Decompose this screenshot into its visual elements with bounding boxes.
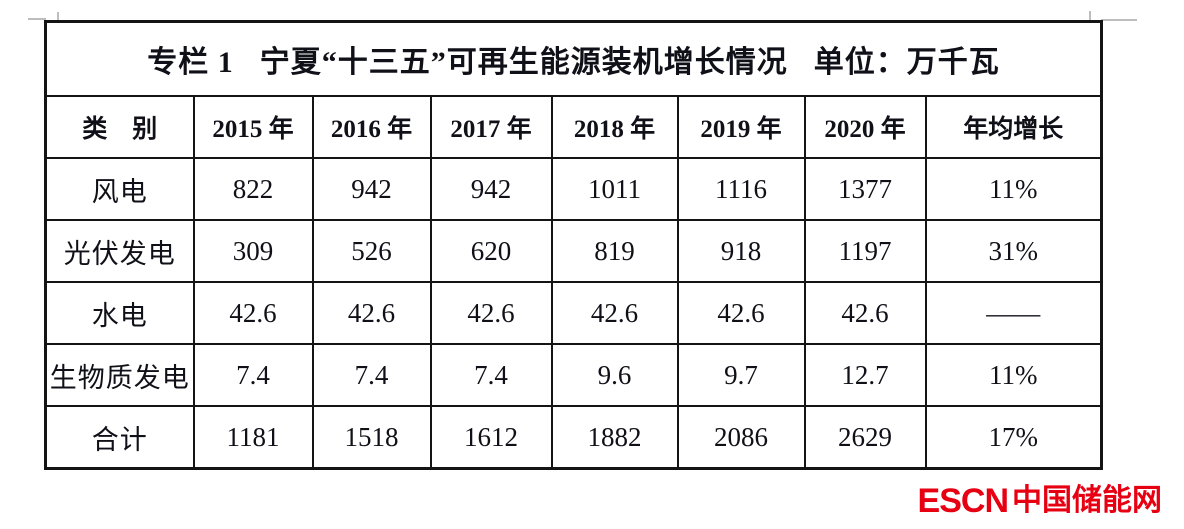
- title-unit: 单位：万千瓦: [813, 46, 1000, 79]
- table-cell: 42.6: [429, 281, 553, 345]
- table-cell: 42.6: [311, 281, 432, 345]
- table-cell: 526: [311, 219, 432, 283]
- table-cell: 7.4: [192, 343, 314, 407]
- table-row-biomass: 生物质发电 7.4 7.4 7.4 9.6 9.7 12.7 11%: [44, 343, 1103, 407]
- row-label: 合计: [44, 405, 195, 470]
- table-cell: 1116: [676, 157, 806, 221]
- table-cell: 1518: [311, 405, 432, 470]
- table-cell: 11%: [924, 343, 1103, 407]
- table-row-solar: 光伏发电 309 526 620 819 918 1197 31%: [44, 219, 1103, 283]
- table-cell: 11%: [924, 157, 1103, 221]
- table-cell: 822: [192, 157, 314, 221]
- header-2015: 2015 年: [192, 95, 314, 159]
- table-cell: 309: [192, 219, 314, 283]
- row-label: 风电: [44, 157, 195, 221]
- table-title-row: 专栏 1 宁夏“十三五”可再生能源装机增长情况 单位：万千瓦: [44, 20, 1103, 97]
- table-cell: 1377: [803, 157, 927, 221]
- table-cell: 819: [550, 219, 679, 283]
- table-cell: 7.4: [311, 343, 432, 407]
- crop-mark-top-right-v: [1089, 11, 1091, 20]
- table-cell: 2086: [676, 405, 806, 470]
- table-row-wind: 风电 822 942 942 1011 1116 1377 11%: [44, 157, 1103, 221]
- crop-mark-top-right-h: [1101, 19, 1137, 21]
- table-cell: 31%: [924, 219, 1103, 283]
- table-cell: 42.6: [550, 281, 679, 345]
- table-cell: 918: [676, 219, 806, 283]
- table-cell: 7.4: [429, 343, 553, 407]
- header-2016: 2016 年: [311, 95, 432, 159]
- table-cell: 1011: [550, 157, 679, 221]
- table-cell: 42.6: [803, 281, 927, 345]
- table-cell: 17%: [924, 405, 1103, 470]
- table-cell: 12.7: [803, 343, 927, 407]
- table-cell: 9.7: [676, 343, 806, 407]
- header-annual-growth: 年均增长: [924, 95, 1103, 159]
- table-cell: 42.6: [676, 281, 806, 345]
- header-category: 类 别: [44, 95, 195, 159]
- row-label: 生物质发电: [44, 343, 195, 407]
- table-title: 专栏 1 宁夏“十三五”可再生能源装机增长情况 单位：万千瓦: [44, 20, 1103, 97]
- header-2018: 2018 年: [550, 95, 679, 159]
- table-cell: 942: [311, 157, 432, 221]
- escn-logo: ESCN 中国储能网: [918, 483, 1162, 519]
- table-cell: 2629: [803, 405, 927, 470]
- renewable-capacity-table: 专栏 1 宁夏“十三五”可再生能源装机增长情况 单位：万千瓦 类 别 2015 年 …: [44, 20, 1103, 470]
- escn-logo-latin: ESCN: [917, 482, 1009, 520]
- header-2017: 2017 年: [429, 95, 553, 159]
- table-cell: ——: [924, 281, 1103, 345]
- table-cell: 942: [429, 157, 553, 221]
- table-row-hydro: 水电 42.6 42.6 42.6 42.6 42.6 42.6 ——: [44, 281, 1103, 345]
- table-cell: 9.6: [550, 343, 679, 407]
- crop-mark-top-left-v: [57, 12, 59, 20]
- table-cell: 42.6: [192, 281, 314, 345]
- table-cell: 1882: [550, 405, 679, 470]
- table-cell: 1197: [803, 219, 927, 283]
- row-label: 光伏发电: [44, 219, 195, 283]
- crop-mark-top-left-h: [28, 18, 46, 20]
- table-cell: 1612: [429, 405, 553, 470]
- title-label: 专栏 1: [147, 46, 234, 79]
- table-header-row: 类 别 2015 年 2016 年 2017 年 2018 年 2019 年 2…: [44, 95, 1103, 159]
- header-2019: 2019 年: [676, 95, 806, 159]
- table-cell: 620: [429, 219, 553, 283]
- header-2020: 2020 年: [803, 95, 927, 159]
- escn-logo-chinese: 中国储能网: [1012, 484, 1162, 517]
- table-cell: 1181: [192, 405, 314, 470]
- table-row-total: 合计 1181 1518 1612 1882 2086 2629 17%: [44, 405, 1103, 470]
- title-text: 宁夏“十三五”可再生能源装机增长情况: [259, 46, 788, 79]
- row-label: 水电: [44, 281, 195, 345]
